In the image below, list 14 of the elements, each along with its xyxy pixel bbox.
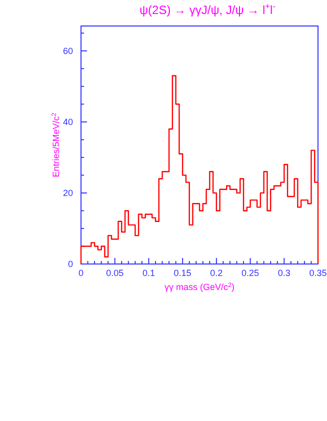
x-axis-title: γγ mass (GeV/c$^{2}$) bbox=[164, 282, 235, 292]
chart-title: ψ(2S) → γγJ/ψ, J/ψ → l$^{+}$l$^{-}$ bbox=[139, 1, 276, 17]
x-tick-label: 0.25 bbox=[242, 268, 260, 278]
x-tick-label: 0.05 bbox=[106, 268, 124, 278]
y-tick-label: 20 bbox=[62, 188, 73, 198]
x-tick-label: 0.3 bbox=[278, 268, 290, 278]
x-tick-label: 0.2 bbox=[210, 268, 223, 278]
x-tick-label: 0 bbox=[78, 268, 84, 278]
y-tick-label: 0 bbox=[68, 259, 73, 269]
y-tick-label: 60 bbox=[62, 46, 73, 56]
x-tick-label: 0.1 bbox=[142, 268, 155, 278]
x-tick-label: 0.35 bbox=[309, 268, 327, 278]
x-tick-label: 0.15 bbox=[174, 268, 192, 278]
y-tick-label: 40 bbox=[62, 116, 73, 127]
